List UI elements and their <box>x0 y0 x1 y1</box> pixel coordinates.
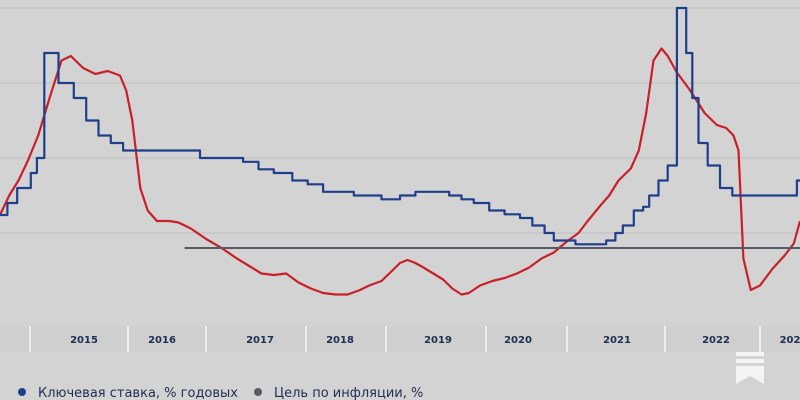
legend-marker <box>254 388 262 396</box>
series-line-1 <box>0 6 800 246</box>
legend-label: Цель по инфляции, % <box>274 386 423 400</box>
legend-label: Ключевая ставка, % годовых <box>38 386 238 400</box>
x-tick-label: 2015 <box>70 335 98 346</box>
x-tick-label: 2020 <box>504 335 532 346</box>
x-tick-label: 2021 <box>603 335 631 346</box>
x-tick-label: 2018 <box>326 335 354 346</box>
legend-marker <box>18 388 26 396</box>
x-tick-label: 2019 <box>424 335 452 346</box>
legend: Ключевая ставка, % годовых Цель по инфляц… <box>18 386 423 400</box>
x-tick-label: 202 <box>780 335 800 346</box>
bookmark-icon[interactable] <box>736 352 764 384</box>
x-tick-label: 2022 <box>702 335 730 346</box>
grid <box>0 7 800 234</box>
x-tick-label: 2016 <box>148 335 176 346</box>
x-axis-band <box>0 326 800 352</box>
series-layer <box>0 6 800 296</box>
x-tick-label: 2017 <box>246 335 274 346</box>
series-line-0 <box>0 47 800 296</box>
x-axis: 2015 2016 2017 2018 2019 2020 2021 2022 202 <box>0 326 800 352</box>
